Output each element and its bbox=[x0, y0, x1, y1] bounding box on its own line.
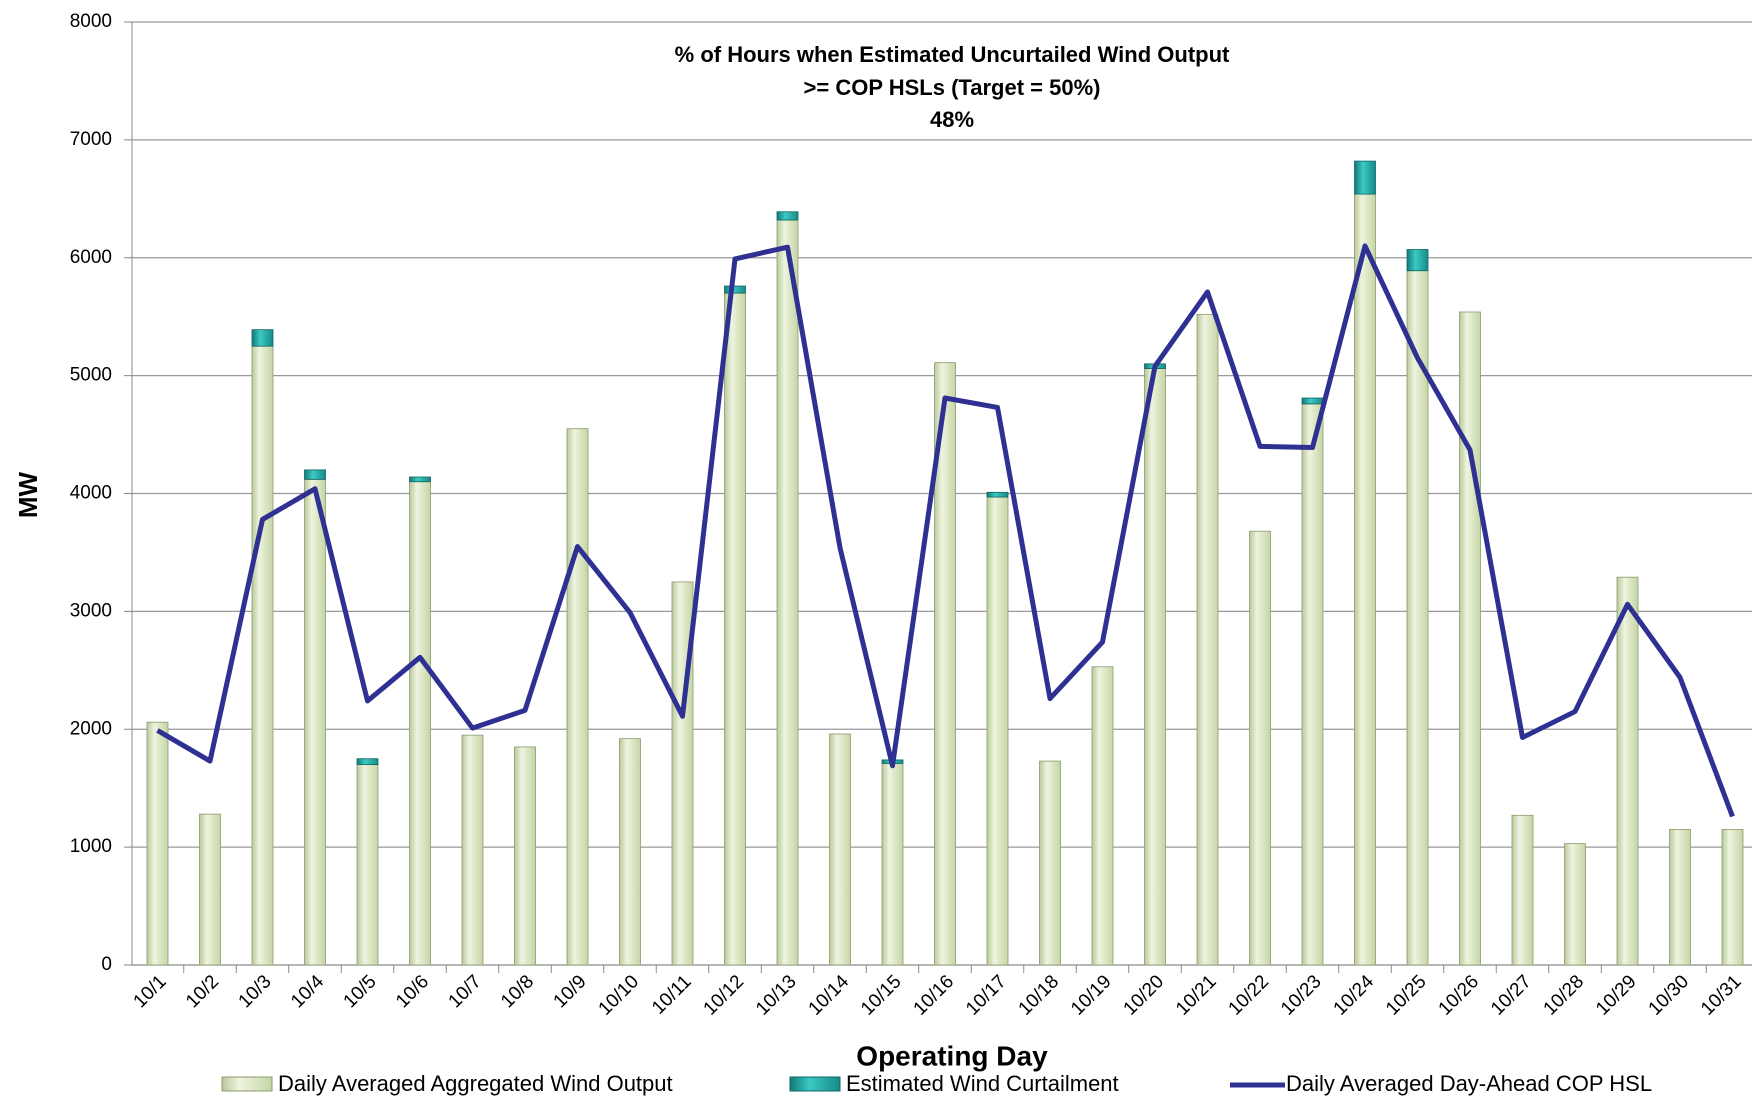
bar bbox=[829, 733, 851, 966]
x-tick-label: 10/2 bbox=[182, 971, 223, 1012]
x-tick-label: 10/6 bbox=[392, 971, 433, 1012]
x-tick-label: 10/20 bbox=[1120, 971, 1168, 1019]
x-tick-label: 10/13 bbox=[752, 971, 800, 1019]
bar bbox=[934, 362, 956, 966]
legend: Daily Averaged Aggregated Wind Output Est… bbox=[221, 1071, 1652, 1096]
y-tick-label: 6000 bbox=[70, 247, 112, 268]
x-tick-label: 10/1 bbox=[130, 971, 171, 1012]
bar bbox=[619, 738, 641, 966]
bar bbox=[776, 219, 799, 966]
x-tick-label: 10/3 bbox=[235, 971, 276, 1012]
annotation: 48% bbox=[930, 107, 974, 132]
y-tick-label: 7000 bbox=[70, 129, 112, 150]
bar bbox=[514, 746, 536, 966]
x-axis-title: Operating Day bbox=[856, 1040, 1048, 1071]
bar bbox=[1091, 666, 1114, 966]
x-tick-label: 10/12 bbox=[700, 971, 748, 1019]
x-tick-label: 10/28 bbox=[1540, 971, 1588, 1019]
x-tick-label: 10/16 bbox=[910, 971, 958, 1019]
legend-swatch bbox=[789, 1076, 841, 1092]
bar bbox=[1564, 843, 1586, 966]
x-tick-label: 10/8 bbox=[497, 971, 538, 1012]
bar bbox=[1039, 760, 1061, 966]
bar bbox=[1354, 160, 1376, 195]
x-tick-label: 10/4 bbox=[287, 971, 328, 1012]
x-tick-label: 10/19 bbox=[1067, 971, 1115, 1019]
bar bbox=[1669, 829, 1691, 966]
bar bbox=[304, 478, 326, 966]
y-tick-label: 2000 bbox=[70, 718, 112, 739]
x-tick-label: 10/30 bbox=[1645, 971, 1693, 1019]
bars bbox=[146, 160, 1744, 966]
y-axis-title: MW bbox=[13, 471, 43, 518]
bar bbox=[724, 292, 746, 966]
line bbox=[156, 243, 1735, 818]
bar bbox=[1249, 530, 1271, 966]
bar bbox=[1196, 313, 1219, 966]
x-tick-label: 10/25 bbox=[1382, 971, 1430, 1019]
bar bbox=[251, 329, 274, 347]
bar bbox=[881, 763, 904, 966]
bar bbox=[409, 481, 431, 966]
x-tick-label: 10/5 bbox=[340, 971, 381, 1012]
bar bbox=[356, 758, 379, 766]
bar bbox=[304, 469, 326, 480]
x-tick-label: 10/31 bbox=[1697, 971, 1745, 1019]
bar bbox=[1511, 814, 1534, 966]
x-tick-label: 10/29 bbox=[1592, 971, 1640, 1019]
bar bbox=[566, 428, 589, 966]
y-tick-label: 3000 bbox=[70, 600, 112, 621]
bar bbox=[1721, 829, 1744, 966]
x-tick-label: 10/26 bbox=[1435, 971, 1483, 1019]
legend-label: Estimated Wind Curtailment bbox=[846, 1071, 1119, 1096]
x-tick-label: 10/14 bbox=[805, 971, 854, 1020]
bar bbox=[776, 211, 799, 221]
x-tick-label: 10/22 bbox=[1225, 971, 1273, 1019]
bar bbox=[1406, 249, 1429, 272]
lines bbox=[156, 243, 1735, 818]
x-tick-label: 10/11 bbox=[648, 971, 695, 1018]
bar bbox=[1616, 576, 1639, 966]
bar bbox=[986, 496, 1009, 966]
x-tick-label: 10/7 bbox=[445, 971, 486, 1012]
bar bbox=[1459, 311, 1481, 966]
x-tick-label: 10/21 bbox=[1172, 971, 1220, 1019]
bar bbox=[1354, 193, 1376, 966]
x-tick-label: 10/23 bbox=[1277, 971, 1325, 1019]
bar bbox=[146, 721, 169, 966]
bar bbox=[1301, 397, 1324, 405]
chart-title: % of Hours when Estimated Uncurtailed Wi… bbox=[675, 42, 1230, 67]
x-tick-label: 10/24 bbox=[1330, 971, 1379, 1020]
y-tick-label: 0 bbox=[101, 954, 112, 975]
y-tick-label: 1000 bbox=[70, 836, 112, 857]
bar bbox=[409, 476, 431, 483]
legend-label: Daily Averaged Aggregated Wind Output bbox=[278, 1071, 673, 1096]
bar bbox=[724, 285, 746, 294]
bar bbox=[461, 734, 484, 966]
chart-subtitle: >= COP HSLs (Target = 50%) bbox=[804, 75, 1101, 100]
bar bbox=[356, 764, 379, 966]
x-tick-label: 10/10 bbox=[595, 971, 643, 1019]
y-tick-label: 8000 bbox=[70, 11, 112, 32]
bar bbox=[199, 813, 221, 966]
y-tick-label: 4000 bbox=[70, 483, 112, 504]
bar bbox=[986, 491, 1009, 498]
legend-label: Daily Averaged Day-Ahead COP HSL bbox=[1286, 1071, 1652, 1096]
x-tick-label: 10/17 bbox=[962, 971, 1010, 1019]
x-tick-label: 10/15 bbox=[857, 971, 905, 1019]
bar bbox=[1144, 368, 1166, 966]
y-tick-label: 5000 bbox=[70, 365, 112, 386]
legend-swatch bbox=[221, 1076, 273, 1092]
bar bbox=[251, 345, 274, 966]
x-tick-label: 10/27 bbox=[1487, 971, 1535, 1019]
x-tick-label: 10/9 bbox=[550, 971, 591, 1012]
x-tick-label: 10/18 bbox=[1015, 971, 1063, 1019]
bar bbox=[1301, 403, 1324, 966]
